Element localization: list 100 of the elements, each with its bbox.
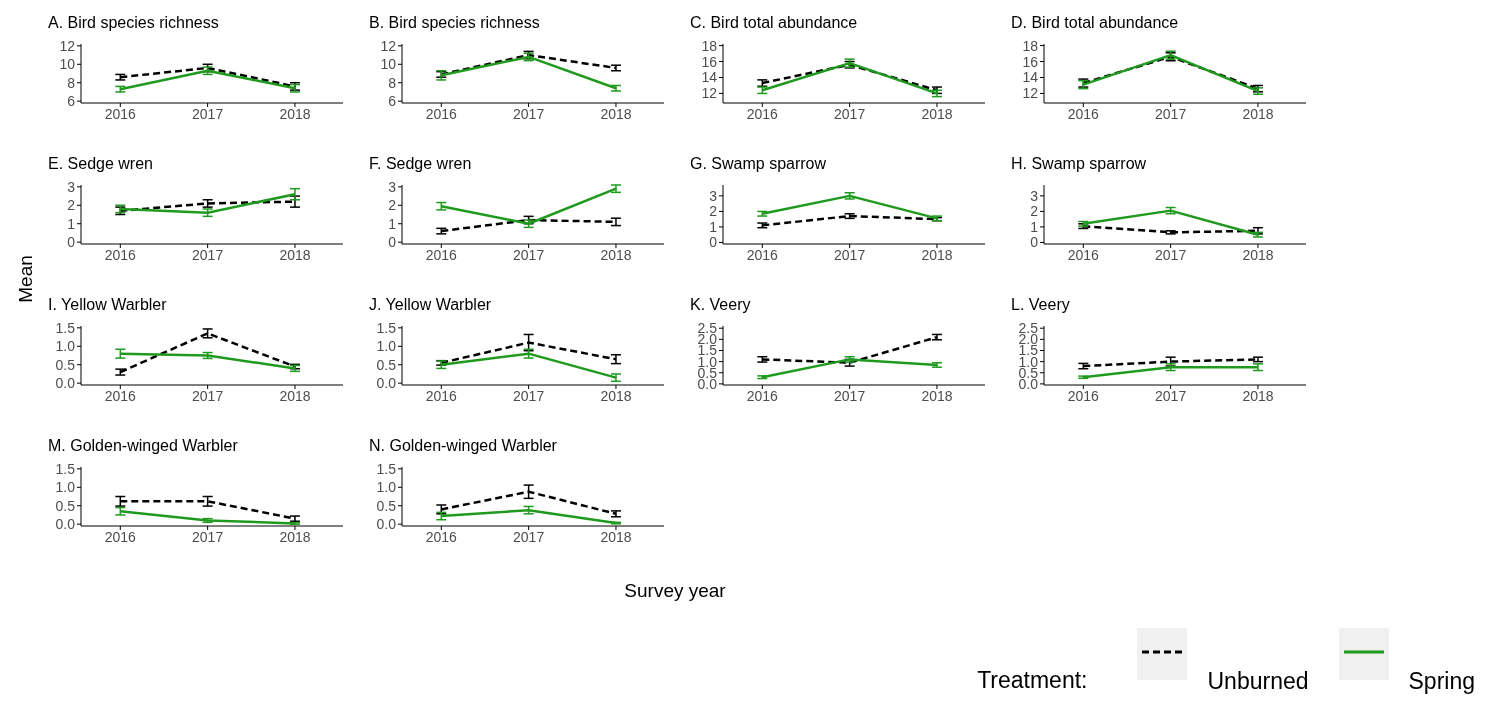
y-tick-label: 0 — [67, 234, 76, 251]
y-tick-label: 8 — [388, 74, 397, 91]
y-tick-label: 18 — [701, 37, 718, 54]
y-tick-label: 12 — [1022, 85, 1039, 102]
chart-title: G. Swamp sparrow — [689, 154, 828, 174]
x-tick-label: 2016 — [104, 246, 137, 263]
y-tick-label: 0.5 — [376, 356, 397, 373]
x-tick-label: 2017 — [513, 387, 545, 404]
chart-title: N. Golden-winged Warbler — [368, 436, 558, 456]
x-tick-label: 2016 — [1067, 105, 1100, 122]
x-tick-label: 2016 — [746, 246, 779, 263]
x-tick-label: 2017 — [1155, 105, 1187, 122]
y-tick-label: 1.0 — [376, 338, 397, 355]
legend-title: Treatment: — [977, 666, 1088, 694]
x-tick-label: 2017 — [1155, 387, 1187, 404]
y-tick-label: 0.5 — [55, 497, 76, 514]
x-tick-label: 2016 — [425, 528, 458, 545]
x-tick-label: 2018 — [279, 387, 311, 404]
y-tick-label: 12 — [380, 37, 397, 54]
chart-title: D. Bird total abundance — [1010, 13, 1180, 33]
y-tick-label: 1.5 — [55, 319, 76, 336]
y-tick-label: 0.5 — [376, 497, 397, 514]
y-axis-title: Mean — [15, 254, 37, 305]
y-tick-label: 3 — [1030, 187, 1039, 204]
y-tick-label: 10 — [380, 56, 397, 73]
y-tick-label: 1 — [388, 215, 397, 232]
x-tick-label: 2016 — [425, 246, 458, 263]
y-tick-label: 14 — [701, 69, 718, 86]
x-tick-label: 2016 — [746, 387, 779, 404]
y-tick-label: 12 — [701, 85, 718, 102]
y-tick-label: 0 — [709, 234, 718, 251]
x-tick-label: 2017 — [192, 387, 224, 404]
y-tick-label: 18 — [1022, 37, 1039, 54]
x-tick-label: 2017 — [834, 105, 866, 122]
y-tick-label: 2 — [1030, 203, 1039, 220]
x-tick-label: 2016 — [425, 105, 458, 122]
y-tick-label: 1.0 — [55, 338, 76, 355]
chart-title: J. Yellow Warbler — [368, 295, 493, 315]
chart-title: E. Sedge wren — [47, 154, 154, 174]
x-tick-label: 2016 — [1067, 387, 1100, 404]
y-tick-label: 14 — [1022, 69, 1039, 86]
y-tick-label: 1 — [1030, 218, 1039, 235]
y-tick-label: 1 — [709, 218, 718, 235]
chart-title: F. Sedge wren — [368, 154, 473, 174]
y-tick-label: 3 — [709, 187, 718, 204]
chart-title: H. Swamp sparrow — [1010, 154, 1148, 174]
y-tick-label: 2 — [388, 197, 397, 214]
y-tick-label: 0.0 — [55, 516, 76, 533]
chart-title: C. Bird total abundance — [689, 13, 859, 33]
y-tick-label: 1.5 — [376, 319, 397, 336]
y-tick-label: 1.0 — [55, 479, 76, 496]
x-tick-label: 2018 — [600, 105, 632, 122]
chart-title: B. Bird species richness — [368, 13, 541, 33]
x-tick-label: 2018 — [600, 528, 632, 545]
x-tick-label: 2016 — [1067, 246, 1100, 263]
x-axis-title: Survey year — [623, 580, 727, 602]
x-tick-label: 2018 — [1242, 387, 1274, 404]
chart-title: L. Veery — [1010, 295, 1071, 315]
x-tick-label: 2018 — [921, 246, 953, 263]
x-tick-label: 2018 — [279, 105, 311, 122]
x-tick-label: 2017 — [834, 387, 866, 404]
x-tick-label: 2017 — [192, 105, 224, 122]
y-tick-label: 0 — [388, 234, 397, 251]
chart-title: K. Veery — [689, 295, 752, 315]
chart-title: I. Yellow Warbler — [48, 296, 167, 313]
text: Unburned — [1207, 668, 1309, 694]
y-tick-label: 16 — [1022, 53, 1039, 70]
y-tick-label: 0 — [1030, 234, 1039, 251]
x-tick-label: 2018 — [279, 246, 311, 263]
x-tick-label: 2017 — [513, 105, 545, 122]
y-tick-label: 12 — [59, 37, 76, 54]
y-tick-label: 0.5 — [55, 356, 76, 373]
x-tick-label: 2017 — [1155, 246, 1187, 263]
y-tick-label: 3 — [67, 178, 76, 195]
x-tick-label: 2017 — [513, 246, 545, 263]
y-tick-label: 3 — [388, 178, 397, 195]
y-tick-label: 8 — [67, 74, 76, 91]
chart-title: M. Golden-winged Warbler — [47, 436, 239, 456]
x-tick-label: 2016 — [746, 105, 779, 122]
y-tick-label: 2 — [709, 203, 718, 220]
y-tick-label: 10 — [59, 56, 76, 73]
y-tick-label: 1.5 — [376, 460, 397, 477]
y-tick-label: 0.0 — [376, 375, 397, 392]
x-tick-label: 2017 — [834, 246, 866, 263]
y-tick-label: 0.0 — [376, 516, 397, 533]
y-tick-label: 16 — [701, 53, 718, 70]
x-tick-label: 2017 — [192, 246, 224, 263]
x-tick-label: 2016 — [425, 387, 458, 404]
y-tick-label: 0.0 — [55, 375, 76, 392]
text: Spring — [1408, 668, 1475, 694]
x-tick-label: 2017 — [513, 528, 545, 545]
x-tick-label: 2018 — [600, 246, 632, 263]
x-tick-label: 2018 — [1242, 246, 1274, 263]
y-tick-label: 1 — [67, 215, 76, 232]
x-tick-label: 2016 — [104, 105, 137, 122]
x-tick-label: 2018 — [921, 105, 953, 122]
y-tick-label: 6 — [67, 93, 76, 110]
x-tick-label: 2018 — [279, 528, 311, 545]
x-tick-label: 2018 — [921, 387, 953, 404]
x-tick-label: 2016 — [104, 387, 137, 404]
